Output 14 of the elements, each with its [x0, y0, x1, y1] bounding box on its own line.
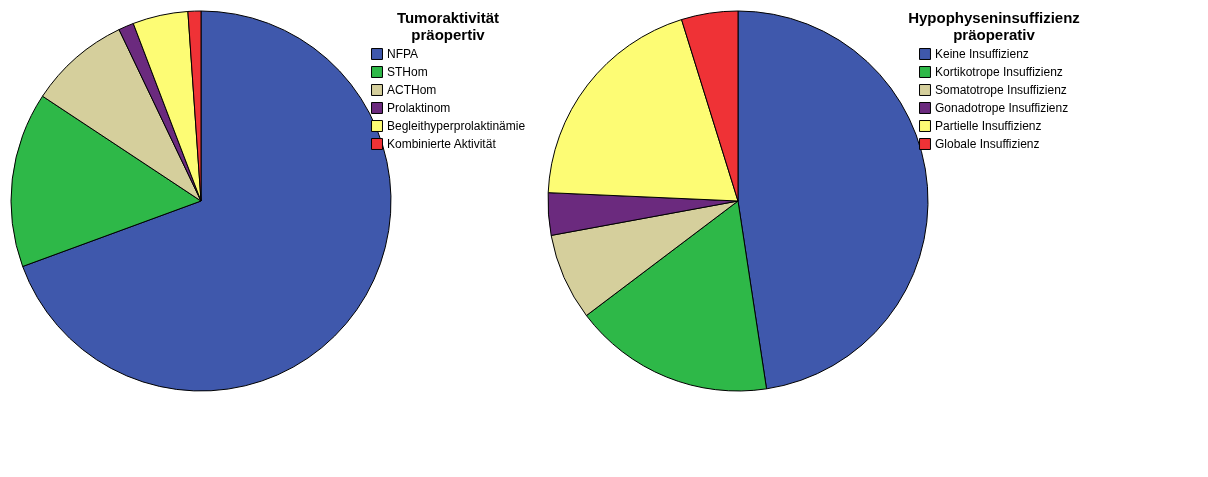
legend-label: Gonadotrope Insuffizienz	[935, 101, 1069, 115]
legend-label: Somatotrope Insuffizienz	[935, 83, 1067, 97]
legend-label: STHom	[387, 65, 428, 79]
legend-label: NFPA	[387, 47, 419, 61]
legend-label: Prolaktinom	[387, 101, 451, 115]
legend-label: Kortikotrope Insuffizienz	[935, 65, 1063, 79]
legend-title: Hypophyseninsuffizienz präoperativ	[908, 9, 1080, 43]
legend-label: Globale Insuffizienz	[935, 137, 1040, 151]
legend-label: ACTHom	[387, 83, 437, 97]
legend-label: Kombinierte Aktivität	[387, 137, 497, 151]
legend-label: Partielle Insuffizienz	[935, 119, 1042, 133]
legend-label: Begleithyperprolaktinämie	[387, 119, 526, 133]
legend-title: Tumoraktivität präopertiv	[396, 9, 500, 43]
legend-label: Keine Insuffizienz	[935, 47, 1029, 61]
